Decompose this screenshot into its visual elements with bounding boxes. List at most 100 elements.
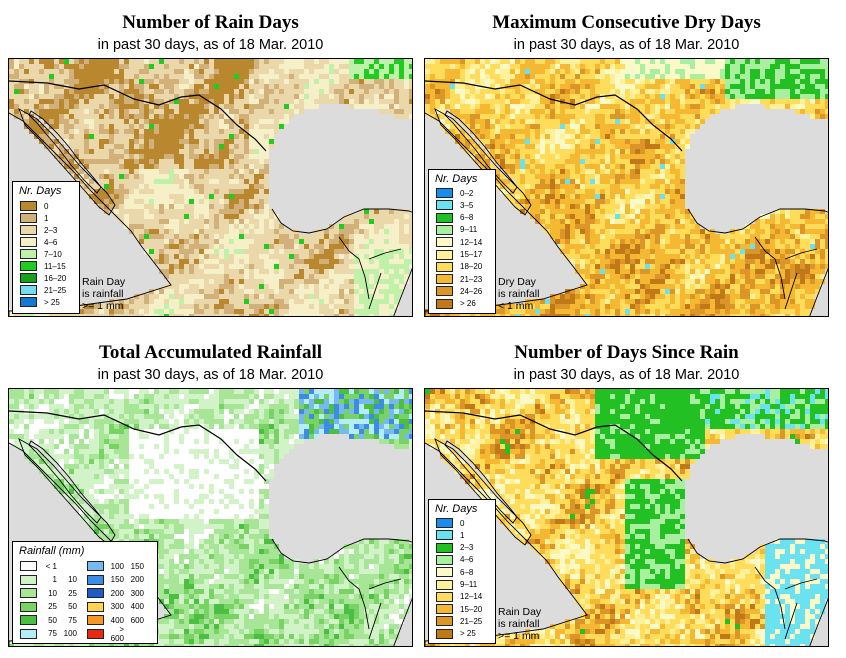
legend-swatch (436, 286, 453, 297)
legend-item: 150 200 (87, 574, 144, 585)
legend-item: 12–14 (436, 237, 482, 248)
baja-coastline (18, 108, 116, 216)
legend-swatch (436, 188, 453, 198)
legend-item: 50 75 (20, 615, 77, 625)
legend-label: 6–8 (460, 213, 474, 223)
legend-item: 21–25 (20, 285, 66, 295)
legend-item: 100 150 (87, 561, 144, 571)
legend-item: 200 300 (87, 588, 144, 598)
gulf-of-california-coastline (444, 440, 518, 524)
legend-swatch (20, 285, 37, 295)
legend-item: 9–11 (436, 579, 477, 590)
panel-subtitle: in past 30 days, as of 18 Mar. 2010 (97, 37, 324, 53)
legend-item: > 25 (436, 628, 476, 639)
legend-label: > 25 (460, 629, 476, 639)
total-rainfall-map[interactable]: Rainfall (mm) < 1 1 10 10 25 25 50 50 75 75 100 100… (8, 388, 413, 647)
gulf-of-california-coastline (28, 110, 102, 194)
legend-swatch (20, 297, 37, 307)
legend-swatch (436, 518, 453, 528)
legend-item: 0–2 (436, 188, 473, 198)
legend-range-high: 400 (130, 602, 144, 611)
legend-item: 16–20 (20, 273, 66, 283)
legend-swatch (436, 567, 453, 578)
baja-coastline (18, 438, 116, 546)
legend-item: 4–6 (436, 554, 474, 565)
state-border (754, 236, 786, 300)
us-mexico-border (425, 80, 683, 152)
legend-swatch (20, 261, 37, 271)
legend-range-high: 10 (68, 575, 77, 584)
legend-title: Nr. Days (435, 503, 478, 515)
legend-item: 1 10 (20, 574, 77, 585)
legend-range-low: 1 (52, 575, 57, 584)
legend-range-high: 50 (68, 602, 77, 611)
legend-range-high: 600 (130, 615, 144, 625)
legend-item: > 26 (436, 298, 476, 309)
legend-item: 6–8 (436, 212, 474, 223)
map-legend: Nr. Days 0–2 3–5 6–8 9–11 12–14 15–17 18–20 21–… (428, 169, 496, 314)
legend-range-low: 75 (48, 629, 57, 638)
legend-item: 9–11 (436, 224, 478, 235)
map-grid (9, 59, 412, 316)
legend-range-low: > 600 (110, 624, 124, 643)
legend-item: 7–10 (20, 249, 62, 259)
legend-label: 1 (460, 530, 465, 540)
state-border (368, 272, 382, 310)
panel-title: Total Accumulated Rainfall (98, 342, 323, 363)
legend-label: 4–6 (460, 555, 474, 565)
map-legend: Nr. Days 0 1 2–3 4–6 7–10 11–15 16–20 21–25 > 25 (12, 181, 80, 314)
legend-item: < 1 (20, 561, 77, 571)
rain-days-map[interactable]: Nr. Days 0 1 2–3 4–6 7–10 11–15 16–20 21–25 > 25… (8, 58, 413, 317)
legend-title: Nr. Days (19, 185, 62, 197)
state-border (338, 236, 370, 300)
legend-swatch (87, 601, 104, 612)
map-grid (425, 59, 828, 316)
legend-item: 6–8 (436, 567, 473, 578)
legend-swatch (436, 616, 453, 627)
legend-range-low: < 1 (45, 561, 57, 571)
legend-label: 2–3 (460, 543, 474, 553)
legend-item: 2–3 (20, 225, 57, 235)
legend-swatch (87, 628, 104, 639)
legend-swatch (436, 261, 453, 272)
legend-swatch (20, 273, 37, 283)
legend-item: 25 50 (20, 601, 77, 612)
legend-range-low: 25 (48, 602, 57, 611)
max-dry-days-map[interactable]: Nr. Days 0–2 3–5 6–8 9–11 12–14 15–17 18–20 21–… (424, 58, 829, 317)
panel-rain-days: Number of Rain Days in past 30 days, as … (8, 0, 413, 320)
days-since-rain-map[interactable]: Nr. Days 0 1 2–3 4–6 6–8 9–11 12–14 15–20 21–25 >… (424, 388, 829, 647)
legend-swatch (436, 298, 453, 309)
legend-label: 9–11 (460, 225, 478, 235)
legend-label: 12–14 (460, 592, 483, 602)
legend-note: Rain Day is rainfall >= 1 mm (498, 606, 542, 642)
legend-swatch (436, 554, 453, 565)
legend-item: 300 400 (87, 601, 144, 612)
legend-label: > 26 (460, 299, 476, 309)
legend-swatch (20, 615, 37, 625)
legend-range-low: 300 (110, 602, 124, 611)
legend-item: 1 (436, 530, 465, 541)
panel-title: Maximum Consecutive Dry Days (492, 12, 761, 33)
state-border (784, 602, 798, 640)
legend-swatch (436, 224, 453, 235)
legend-label: 4–6 (44, 237, 58, 247)
legend-swatch (20, 237, 37, 247)
legend-range-low: 400 (110, 615, 124, 625)
legend-item: 11–15 (20, 261, 66, 271)
legend-item: 1 (20, 213, 48, 223)
legend-note: Rain Day is rainfall >= 1 mm (82, 276, 126, 312)
legend-item: 10 25 (20, 588, 77, 598)
state-border (368, 602, 382, 640)
legend-item: > 25 (20, 297, 60, 307)
panel-days-since-rain: Number of Days Since Rain in past 30 day… (424, 330, 829, 650)
legend-swatch (436, 237, 453, 248)
legend-range-low: 200 (110, 588, 124, 598)
legend-note: Dry Day is rainfall < 1 mm (498, 276, 540, 312)
legend-item: 75 100 (20, 628, 77, 639)
legend-label: 0–2 (460, 188, 474, 198)
state-border (784, 248, 818, 260)
legend-item: 12–14 (436, 591, 483, 602)
legend-item: 0 (20, 201, 48, 211)
legend-swatch (87, 574, 104, 585)
legend-swatch (87, 615, 104, 625)
